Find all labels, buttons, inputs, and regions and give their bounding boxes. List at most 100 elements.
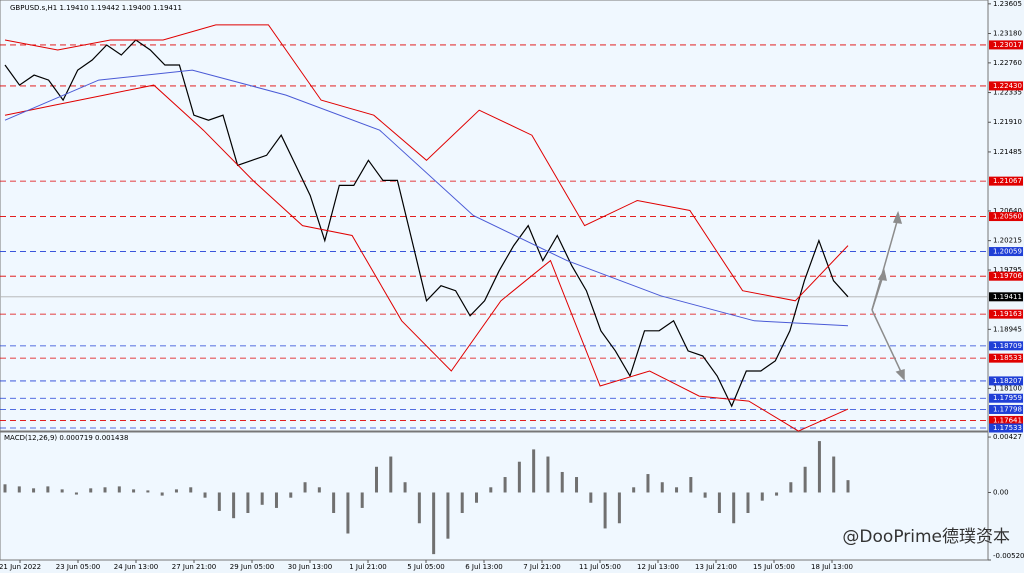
x-tick-label: 6 Jul 13:00	[465, 563, 503, 571]
y-tick-label: 1.21485	[993, 148, 1022, 156]
watermark: @DooPrime德璞资本	[842, 527, 1010, 547]
histogram-bar	[332, 492, 336, 513]
y-tick-label: 1.22760	[993, 59, 1022, 67]
x-tick-label: 15 Jul 05:00	[753, 563, 795, 571]
level-label-box	[989, 309, 1023, 319]
histogram-bar	[560, 471, 564, 493]
level-label-box	[989, 247, 1023, 257]
histogram-bar	[160, 492, 164, 496]
histogram-bar	[289, 492, 293, 498]
level-label-box	[989, 376, 1023, 386]
level-label-box	[989, 353, 1023, 363]
histogram-bar	[589, 492, 593, 503]
arrow-head	[877, 269, 887, 281]
series-line	[4, 69, 849, 327]
arrow	[871, 309, 903, 375]
macd-title: MACD(12,26,9) 0.000719 0.001438	[4, 434, 128, 442]
histogram-bar	[174, 489, 178, 493]
series-line	[4, 84, 849, 432]
level-label: 1.20560	[993, 213, 1022, 221]
histogram-bar	[446, 492, 450, 539]
histogram-bar	[846, 480, 850, 493]
level-label-box	[989, 176, 1023, 186]
histogram-bar	[374, 466, 378, 493]
level-label: 1.19163	[993, 310, 1022, 318]
level-label: 1.17798	[993, 405, 1022, 413]
histogram-bar	[189, 487, 193, 493]
histogram-bar	[646, 474, 650, 493]
histogram-bar	[817, 441, 821, 493]
level-label: 1.17959	[993, 394, 1022, 402]
histogram-bar	[489, 487, 493, 493]
y-tick-label: 1.18945	[993, 325, 1022, 333]
histogram-bar	[517, 461, 521, 493]
histogram-bar	[803, 466, 807, 493]
y-tick-label: 1.23605	[993, 0, 1022, 8]
histogram-bar	[360, 492, 364, 508]
x-tick-label: 12 Jul 13:00	[637, 563, 679, 571]
x-tick-label: 7 Jul 21:00	[523, 563, 561, 571]
x-tick-label: 5 Jul 05:00	[407, 563, 445, 571]
histogram-bar	[546, 456, 550, 493]
histogram-bar	[789, 482, 793, 493]
x-tick-label: 21 Jun 2022	[0, 563, 41, 571]
histogram-bar	[832, 456, 836, 493]
level-label: 1.18207	[993, 377, 1022, 385]
x-tick-label: 11 Jul 05:00	[579, 563, 621, 571]
series-line	[4, 39, 849, 408]
level-label-box	[989, 423, 1023, 433]
level-label: 1.19706	[993, 272, 1022, 280]
histogram-bar	[232, 492, 236, 519]
histogram-bar	[532, 449, 536, 493]
y-tick-label: -0.005202	[993, 552, 1024, 560]
arrow-head	[895, 369, 905, 381]
level-label-box	[989, 404, 1023, 414]
x-tick-label: 18 Jul 13:00	[811, 563, 853, 571]
histogram-bar	[246, 492, 250, 513]
histogram-bar	[675, 487, 679, 493]
level-label: 1.23017	[993, 41, 1022, 49]
histogram-bar	[732, 492, 736, 524]
x-tick-label: 13 Jul 21:00	[695, 563, 737, 571]
projection-arrows	[871, 210, 905, 381]
x-tick-label: 30 Jun 13:00	[288, 563, 332, 571]
histogram-bar	[260, 492, 264, 505]
histogram-bar	[89, 488, 93, 493]
histogram-bar	[117, 486, 121, 493]
x-tick-label: 23 Jun 05:00	[56, 563, 100, 571]
histogram-bar	[703, 492, 707, 498]
y-tick-label: 1.22335	[993, 89, 1022, 97]
histogram-bar	[603, 492, 607, 529]
histogram-bar	[717, 492, 721, 513]
histogram-bar	[617, 492, 621, 524]
histogram-bar	[475, 492, 479, 503]
y-tick-label: 1.21910	[993, 118, 1022, 126]
y-tick-label: 1.19795	[993, 266, 1022, 274]
histogram-bar	[432, 492, 436, 555]
histogram-bar	[389, 456, 393, 493]
arrow	[871, 275, 884, 311]
histogram-bar	[632, 487, 636, 493]
histogram-bar	[103, 487, 107, 493]
macd-panel	[0, 431, 989, 561]
histogram-bar	[46, 486, 50, 493]
histogram-bar	[460, 492, 464, 513]
level-label-box	[989, 212, 1023, 222]
histogram-bar	[303, 482, 307, 493]
histogram-bar	[203, 492, 207, 498]
histogram-bar	[32, 488, 36, 493]
histogram-bar	[74, 492, 78, 495]
histogram-bar	[775, 492, 779, 496]
main-panel	[0, 0, 989, 432]
chart-title: GBPUSD.s,H1 1.19410 1.19442 1.19400 1.19…	[10, 4, 182, 12]
histogram-bar	[60, 489, 64, 493]
level-label-box	[989, 415, 1023, 425]
level-label: 1.22430	[993, 82, 1022, 90]
histogram-bar	[3, 484, 7, 493]
level-label-box	[989, 271, 1023, 281]
histogram-bar	[760, 492, 764, 501]
histogram-bar	[660, 482, 664, 493]
histogram-bar	[317, 487, 321, 493]
level-label-box	[989, 81, 1023, 91]
x-tick-label: 1 Jul 21:00	[349, 563, 387, 571]
